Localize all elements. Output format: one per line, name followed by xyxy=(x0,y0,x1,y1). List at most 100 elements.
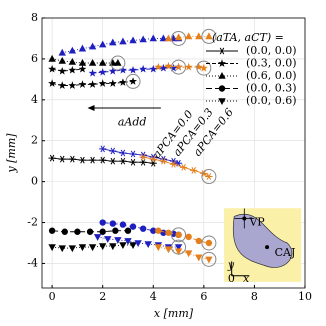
marker xyxy=(205,256,213,264)
inset-label: y xyxy=(227,259,235,272)
marker xyxy=(190,167,198,174)
x-tick-label: 10 xyxy=(298,290,312,303)
marker xyxy=(174,62,183,71)
marker xyxy=(134,240,142,247)
marker xyxy=(199,63,208,72)
marker xyxy=(154,244,163,252)
marker xyxy=(129,36,137,44)
marker xyxy=(114,59,122,66)
marker xyxy=(149,64,158,73)
marker xyxy=(195,254,203,262)
marker xyxy=(68,57,77,65)
marker xyxy=(169,160,178,168)
marker xyxy=(200,170,208,177)
marker xyxy=(88,156,97,164)
y-tick-label: 2 xyxy=(31,134,38,147)
marker xyxy=(114,237,122,244)
y-tick-label: 4 xyxy=(31,93,38,106)
series-line xyxy=(52,80,134,86)
marker xyxy=(169,157,178,165)
marker xyxy=(119,149,127,157)
marker xyxy=(78,156,87,164)
marker xyxy=(104,236,112,243)
marker xyxy=(164,34,173,42)
inset-label: VP xyxy=(248,216,265,229)
marker xyxy=(218,47,226,55)
marker xyxy=(98,59,107,66)
y-tick-label: 0 xyxy=(31,175,38,188)
tongue-shape xyxy=(232,214,293,268)
marker xyxy=(88,244,97,252)
marker xyxy=(86,228,94,235)
marker xyxy=(109,243,117,251)
legend-label: (0.0, 0.0) xyxy=(246,44,297,57)
series-line xyxy=(52,68,83,72)
marker xyxy=(139,225,147,232)
annotation: aAdd xyxy=(118,115,147,128)
marker xyxy=(184,32,193,40)
plot-frame xyxy=(41,17,306,289)
marker xyxy=(68,155,76,163)
highlight-ring xyxy=(201,235,217,251)
marker xyxy=(149,34,157,42)
legend-label: (0.3, 0.0) xyxy=(246,57,297,70)
marker xyxy=(159,63,168,72)
marker xyxy=(93,234,102,241)
marker xyxy=(78,44,87,52)
x-tick-label: 0 xyxy=(49,290,56,303)
marker xyxy=(68,65,77,74)
marker xyxy=(98,79,107,87)
marker xyxy=(174,244,183,252)
marker xyxy=(124,227,132,234)
arrow-head xyxy=(87,105,95,111)
marker xyxy=(218,59,226,67)
inset: VP CAJ yx0 xyxy=(224,208,302,285)
legend-label: (0.6, 0.0) xyxy=(246,69,297,82)
highlight-ring xyxy=(201,251,217,267)
marker xyxy=(109,38,117,46)
marker xyxy=(129,223,137,230)
caj-point xyxy=(265,245,270,250)
marker xyxy=(48,154,56,162)
marker xyxy=(48,244,56,252)
marker xyxy=(112,227,119,234)
marker xyxy=(48,54,56,62)
inset-label: x xyxy=(243,272,250,285)
marker xyxy=(48,79,57,87)
marker xyxy=(98,68,107,76)
marker xyxy=(78,244,87,252)
marker xyxy=(118,78,127,86)
legend-label: (0.0, 0.6) xyxy=(246,94,297,107)
marker xyxy=(58,81,67,89)
marker xyxy=(165,229,172,236)
marker xyxy=(99,228,106,235)
marker xyxy=(98,40,107,48)
marker xyxy=(185,233,192,241)
marker xyxy=(139,153,147,161)
marker xyxy=(184,62,193,71)
marker xyxy=(58,48,66,56)
y-axis-label: y [mm] xyxy=(5,133,18,174)
marker xyxy=(169,63,178,72)
marker xyxy=(218,72,226,79)
marker xyxy=(149,155,157,163)
marker xyxy=(109,157,117,165)
highlight-ring xyxy=(201,169,217,185)
marker xyxy=(68,46,77,54)
marker xyxy=(195,32,203,40)
marker xyxy=(78,64,87,73)
legend: (aTA, aCT) =(0.0, 0.0)(0.3, 0.0)(0.6, 0.… xyxy=(206,31,297,107)
marker xyxy=(129,158,137,166)
x-axis-label: x [mm] xyxy=(154,307,194,320)
legend-label: (0.0, 0.3) xyxy=(246,82,297,95)
inset-label: 0 xyxy=(228,272,235,285)
marker xyxy=(61,228,68,235)
y-tick-label: 8 xyxy=(31,11,38,24)
marker xyxy=(88,80,97,88)
marker xyxy=(48,227,56,234)
marker xyxy=(88,42,97,50)
y-tick-label: -2 xyxy=(27,216,38,229)
y-tick-label: -4 xyxy=(27,256,38,269)
highlight-ring xyxy=(201,28,217,44)
marker xyxy=(205,32,213,40)
